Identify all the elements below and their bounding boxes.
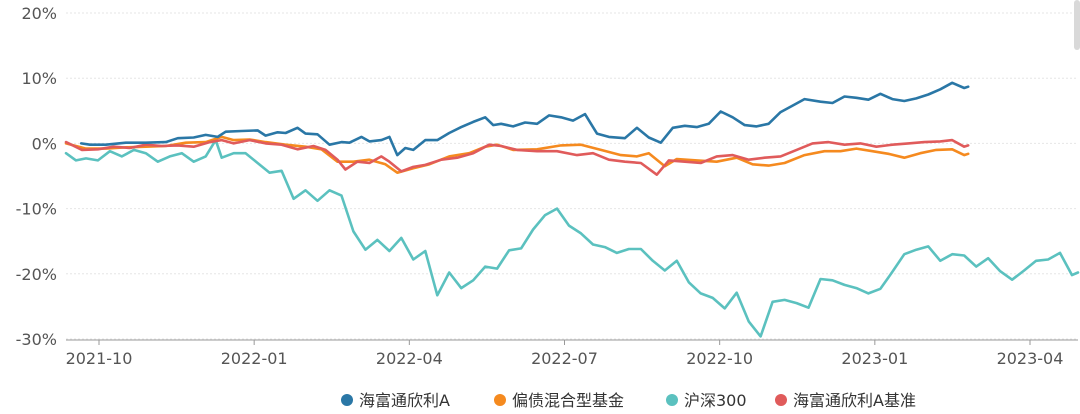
legend-marker xyxy=(341,394,353,406)
y-tick-label: -20% xyxy=(16,265,57,284)
x-tick-label: 2023-04 xyxy=(997,349,1064,368)
y-axis: 20% 10% 0% -10% -20% -30% xyxy=(16,4,57,349)
x-tick-label: 2023-01 xyxy=(841,349,908,368)
x-tick-label: 2022-07 xyxy=(531,349,598,368)
scrollbar[interactable] xyxy=(1074,0,1080,50)
legend-item[interactable]: 沪深300 xyxy=(666,391,747,410)
legend-item[interactable]: 偏债混合型基金 xyxy=(494,391,624,410)
series-line xyxy=(79,81,970,157)
series-layer xyxy=(64,81,1080,338)
x-tick-label: 2021-10 xyxy=(66,349,133,368)
x-tick-label: 2022-04 xyxy=(376,349,443,368)
series-line xyxy=(64,138,1080,338)
y-tick-label: 10% xyxy=(21,69,57,88)
legend-marker xyxy=(494,394,506,406)
legend-label: 偏债混合型基金 xyxy=(512,391,624,410)
x-tick-label: 2022-10 xyxy=(686,349,753,368)
legend[interactable]: 海富通欣利A 偏债混合型基金 沪深300 海富通欣利A基准 xyxy=(341,391,916,410)
legend-label: 海富通欣利A xyxy=(359,391,450,410)
legend-item[interactable]: 海富通欣利A xyxy=(341,391,450,410)
y-tick-label: 20% xyxy=(21,4,57,23)
legend-label: 沪深300 xyxy=(684,391,747,410)
series-line xyxy=(64,138,970,176)
y-tick-label: -10% xyxy=(16,200,57,219)
legend-item[interactable]: 海富通欣利A基准 xyxy=(775,391,916,410)
y-tick-label: 0% xyxy=(32,134,57,153)
legend-label: 海富通欣利A基准 xyxy=(793,391,916,410)
legend-marker xyxy=(775,394,787,406)
legend-marker xyxy=(666,394,678,406)
y-tick-label: -30% xyxy=(16,330,57,349)
grid-layer xyxy=(66,12,1078,340)
x-axis: 2021-10 2022-01 2022-04 2022-07 2022-10 2023-… xyxy=(66,339,1078,368)
x-tick-label: 2022-01 xyxy=(221,349,288,368)
